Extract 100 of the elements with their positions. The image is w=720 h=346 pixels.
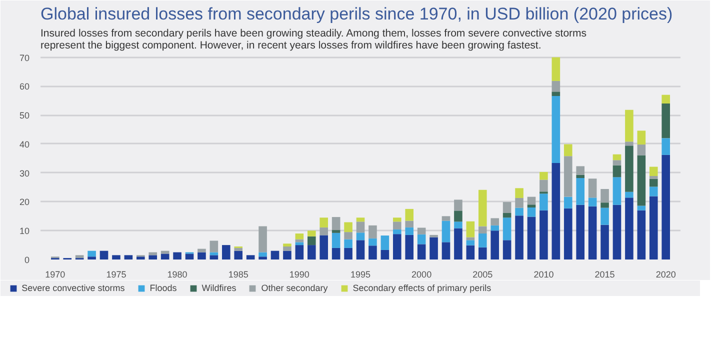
bar [307, 245, 316, 260]
bar [258, 252, 267, 257]
bar [198, 252, 206, 260]
bar [612, 154, 622, 160]
x-tick-label: 2015 [594, 270, 615, 280]
bar [637, 130, 646, 145]
bar [368, 238, 377, 246]
bar [100, 250, 108, 260]
bar [552, 96, 560, 164]
bar [392, 234, 402, 260]
bar [502, 240, 512, 260]
bar [625, 198, 634, 260]
bar [405, 227, 414, 235]
bar [552, 163, 560, 260]
bar [124, 255, 133, 260]
bar [527, 204, 536, 208]
bar [502, 202, 512, 213]
bar [417, 234, 426, 244]
bar [442, 242, 450, 260]
bar [649, 196, 658, 260]
bar [454, 210, 462, 222]
bar [417, 228, 426, 234]
bar [222, 245, 230, 260]
bar [295, 242, 304, 246]
bar [344, 248, 352, 260]
bar [576, 166, 584, 175]
bar [576, 174, 584, 178]
bar [270, 250, 280, 260]
bar [478, 247, 487, 260]
bar [552, 80, 560, 92]
bar [320, 218, 328, 228]
bar [540, 180, 548, 192]
bar [612, 165, 622, 178]
bar [234, 248, 243, 251]
bar [662, 154, 670, 260]
bar [600, 224, 609, 260]
bar [515, 198, 524, 208]
bar [527, 196, 536, 205]
bar [320, 227, 328, 236]
bar [466, 240, 475, 246]
bar [552, 92, 560, 96]
bar [112, 255, 120, 260]
bar [454, 222, 462, 228]
bar [356, 218, 365, 222]
bar [332, 230, 340, 233]
bar [637, 210, 646, 260]
bar [442, 216, 450, 221]
bar [490, 230, 500, 260]
bar [295, 234, 304, 240]
bar [576, 178, 584, 205]
bar [625, 110, 634, 142]
bar [502, 212, 512, 218]
bar [185, 254, 194, 260]
bar [625, 146, 634, 192]
bar [662, 104, 670, 138]
y-tick-label: 70 [19, 52, 30, 63]
chart-title: Global insured losses from secondary perils since 1970, in USD billion (2020 prices) [40, 4, 673, 24]
bar [344, 232, 352, 240]
bar [454, 228, 462, 260]
bar [405, 234, 414, 260]
bar [283, 246, 292, 251]
bar [564, 156, 572, 197]
bar [466, 221, 475, 238]
bar [173, 252, 182, 260]
y-tick-label: 0 [24, 255, 30, 265]
bar [478, 226, 487, 234]
bar [368, 225, 377, 238]
bar [392, 229, 402, 234]
x-tick-label: 2010 [534, 270, 554, 280]
bar [502, 218, 512, 240]
bar [466, 245, 475, 260]
x-tick-label: 1980 [167, 270, 188, 280]
y-tick-label: 50 [19, 110, 30, 121]
bar [612, 177, 622, 205]
bar [210, 255, 218, 260]
bar [600, 208, 609, 225]
bar [380, 250, 390, 260]
bar [454, 200, 462, 211]
y-tick-label: 40 [19, 139, 30, 150]
bar [649, 178, 658, 187]
bar [515, 188, 524, 198]
bar [625, 142, 634, 146]
bar [283, 250, 292, 260]
bar [258, 256, 267, 260]
bar [552, 57, 560, 81]
bar [649, 166, 658, 176]
bar [332, 232, 340, 248]
x-tick-label: 2000 [412, 270, 432, 280]
legend-label: Other secondary [261, 283, 328, 293]
bar [564, 144, 572, 156]
y-tick-label: 30 [19, 168, 30, 178]
bar [392, 218, 402, 222]
x-tick-label: 1985 [228, 270, 248, 280]
bar [405, 208, 414, 221]
bar [88, 256, 96, 260]
bar [430, 237, 438, 260]
bar [649, 176, 658, 179]
bar [320, 235, 328, 260]
bar [160, 254, 170, 260]
bar [478, 234, 487, 248]
